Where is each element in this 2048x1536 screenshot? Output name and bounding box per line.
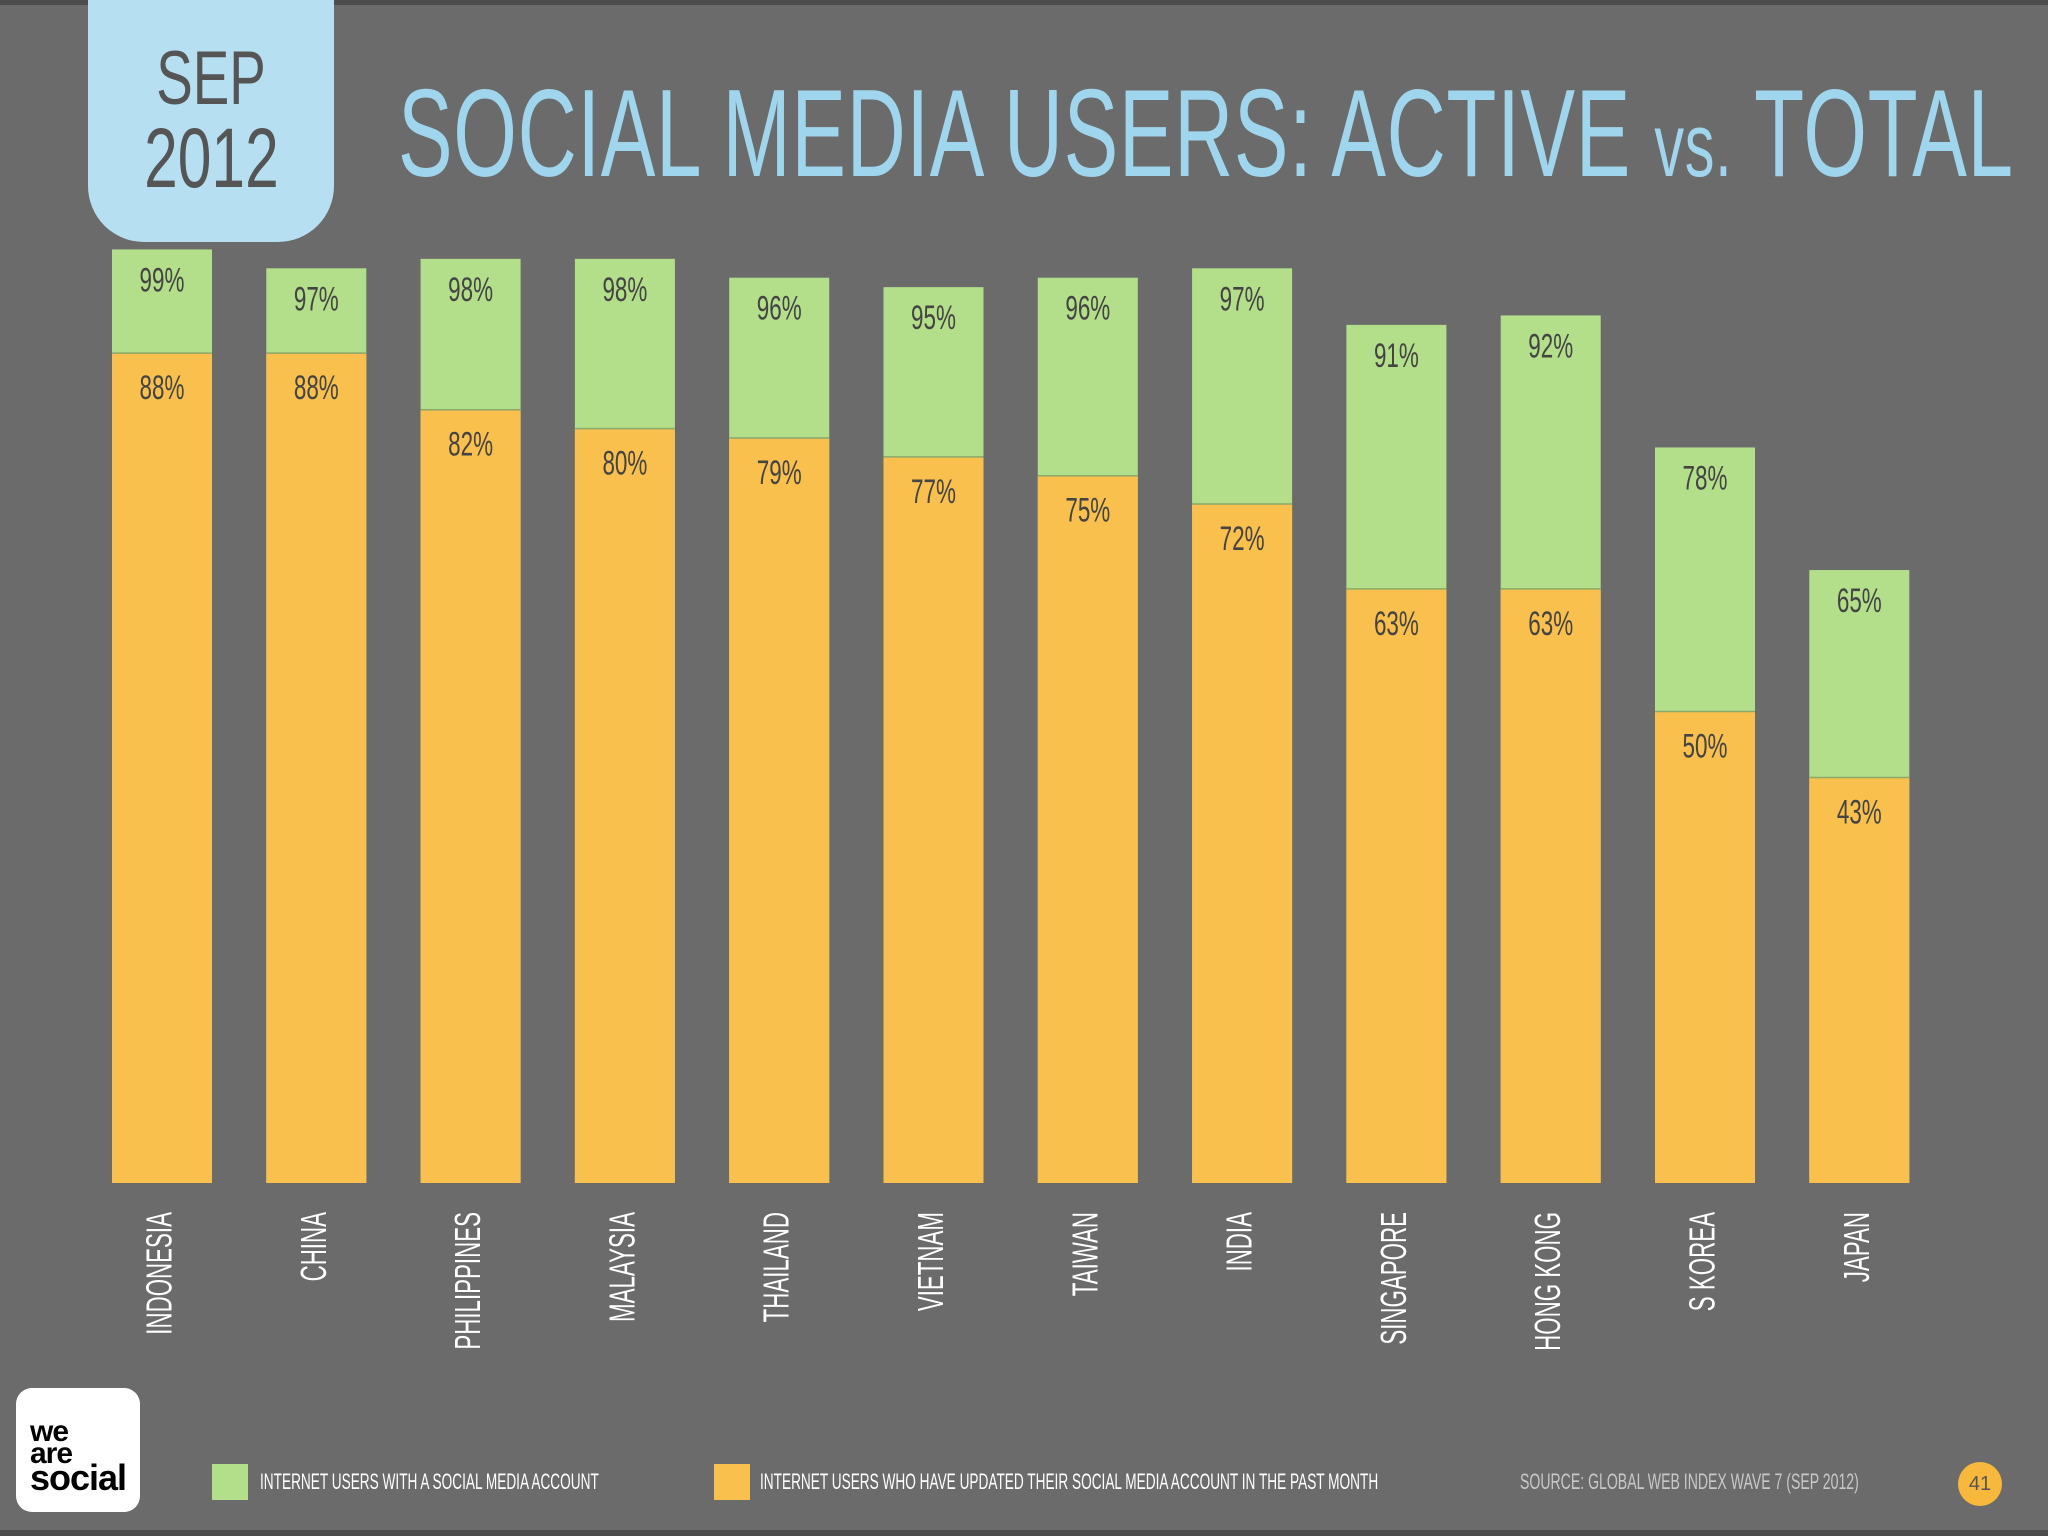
title-main: SOCIAL MEDIA USERS: ACTIVE [398, 65, 1655, 203]
data-label-active: 72% [1220, 521, 1265, 559]
data-label-active: 82% [448, 426, 493, 464]
data-label-total: 95% [911, 300, 956, 338]
bar-active [883, 456, 984, 1183]
data-label-total: 65% [1837, 583, 1882, 621]
data-label-total: 78% [1683, 460, 1728, 498]
logo-line3: social [30, 1457, 127, 1498]
category-label: INDIA [1220, 1212, 1260, 1272]
data-label-active: 43% [1837, 794, 1882, 832]
legend-label-total: INTERNET USERS WITH A SOCIAL MEDIA ACCOU… [260, 1469, 599, 1494]
legend-swatch-total [212, 1464, 248, 1500]
data-label-total: 91% [1374, 337, 1419, 375]
category-label: SINGAPORE [1375, 1212, 1415, 1345]
source-note: SOURCE: GLOBAL WEB INDEX WAVE 7 (SEP 201… [1520, 1469, 1859, 1494]
data-label-active: 63% [1374, 605, 1419, 643]
frame-bottom [0, 1530, 2048, 1536]
bar-active [420, 409, 521, 1183]
data-label-total: 98% [602, 271, 647, 309]
data-label-active: 77% [911, 473, 956, 511]
bar-active [112, 353, 212, 1183]
data-label-total: 97% [294, 281, 339, 319]
data-label-total: 96% [757, 290, 802, 328]
legend-swatch-active [714, 1464, 750, 1500]
category-label: VIETNAM [912, 1212, 952, 1311]
bar-active [1037, 475, 1138, 1183]
logo-line1: we [30, 1415, 69, 1448]
logo-line2: are [30, 1437, 73, 1470]
data-label-active: 88% [140, 370, 185, 408]
category-label: TAIWAN [1066, 1212, 1106, 1296]
page-title: SOCIAL MEDIA USERS: ACTIVE vs. TOTAL [398, 64, 2013, 204]
data-label-total: 92% [1528, 328, 1573, 366]
bar-active [1192, 504, 1293, 1183]
category-label: HONG KONG [1529, 1212, 1569, 1351]
category-label: PHILIPPINES [449, 1212, 489, 1350]
data-label-active: 88% [294, 370, 339, 408]
page-number: 41 [1958, 1462, 2002, 1506]
bar-active [1809, 777, 1910, 1183]
title-vs: vs. [1654, 96, 1733, 196]
data-label-total: 97% [1220, 281, 1265, 319]
date-month: SEP [156, 36, 266, 121]
data-label-total: 99% [140, 262, 185, 300]
category-label: MALAYSIA [603, 1212, 643, 1322]
category-label: INDONESIA [140, 1212, 180, 1335]
bar-active [1500, 588, 1601, 1183]
category-label: THAILAND [757, 1212, 797, 1322]
we-are-social-logo: we are social [16, 1388, 140, 1512]
bar-active [729, 438, 830, 1183]
date-year: 2012 [143, 111, 279, 205]
data-label-total: 98% [448, 271, 493, 309]
footer: we are social INTERNET USERS WITH A SOCI… [0, 1388, 2048, 1528]
bar-active [574, 428, 675, 1184]
bar-active [1346, 588, 1447, 1183]
date-badge: SEP 2012 [88, 0, 334, 242]
legend-label-active: INTERNET USERS WHO HAVE UPDATED THEIR SO… [760, 1469, 1379, 1494]
category-label: CHINA [295, 1212, 335, 1281]
data-label-total: 96% [1065, 290, 1110, 328]
data-label-active: 63% [1528, 605, 1573, 643]
bar-active [1655, 711, 1755, 1183]
frame-top [0, 0, 2048, 5]
data-label-active: 79% [757, 455, 802, 493]
title-end: TOTAL [1732, 65, 2014, 203]
bar-chart: 99% 88% INDONESIA 97% 88% CHINA 98% 82% PHILIPPI… [112, 249, 1910, 1351]
category-label: S KOREA [1683, 1212, 1723, 1311]
data-label-active: 50% [1683, 728, 1728, 766]
bar-active [266, 353, 367, 1183]
category-label: JAPAN [1838, 1212, 1878, 1282]
data-label-active: 80% [602, 445, 647, 483]
data-label-active: 75% [1065, 492, 1110, 530]
